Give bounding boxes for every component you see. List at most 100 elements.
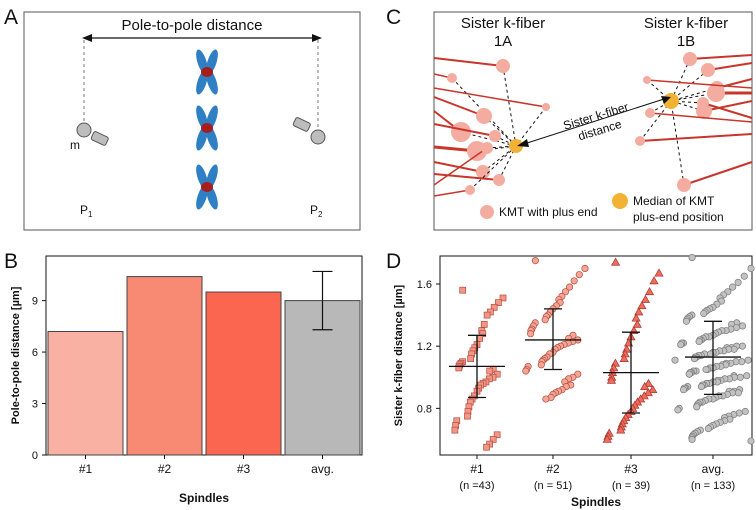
chart-b-xtick-label: avg. (311, 462, 334, 476)
kfiber-left-line (433, 57, 504, 67)
chart-b-ytick-label: 0 (32, 450, 38, 462)
point-1-35 (537, 361, 545, 369)
point-2-20 (643, 378, 654, 387)
bar-1 (126, 276, 203, 456)
chart-b-frame (45, 255, 363, 456)
panel-d-letter: D (386, 250, 401, 273)
point-3-4 (729, 283, 737, 291)
panel-a-letter: A (4, 6, 18, 29)
point-0-5 (483, 311, 491, 319)
point-3-35 (695, 337, 703, 346)
point-2-8 (632, 319, 642, 328)
panel-b-letter: B (4, 250, 18, 273)
kfiber-left-line (433, 147, 488, 186)
chart-d-xtick-sublabel: (n = 133) (691, 480, 735, 492)
chart-b-xtick-label: #3 (237, 462, 251, 476)
sister-distance-arrowhead-right (661, 96, 671, 104)
kmt-plus-end-left-7 (493, 174, 505, 186)
kmt-plus-end-right-8 (643, 76, 651, 84)
kfiber-left-line (433, 189, 471, 197)
point-2-4 (640, 294, 651, 303)
kmt-plus-end-left-10 (465, 185, 475, 195)
chart-d-xtick-label: avg. (702, 462, 725, 476)
point-1-19 (527, 330, 535, 338)
point-1-5 (561, 288, 569, 296)
point-3-95 (679, 386, 688, 394)
kfiber-right-line (689, 54, 753, 60)
point-3-79 (736, 373, 744, 381)
sister-1a-title-line2: 1A (494, 33, 512, 50)
panel-d: D 0.8 1.2 1.6 #1 (n =43) #2 (n = 51) #3 (n = 39)… (386, 250, 755, 509)
point-0-3 (490, 303, 498, 311)
point-2-21 (640, 381, 650, 390)
point-3-114 (674, 406, 682, 414)
point-2-0 (610, 257, 621, 266)
point-2-6 (634, 307, 644, 316)
chart-d-xtick-label: #1 (470, 462, 484, 476)
chart-b-xtick-label: #2 (158, 462, 172, 476)
kmt-plus-end-right-3 (707, 84, 725, 102)
pole-distance-title: Pole-to-pole distance (122, 17, 263, 34)
kmt-plus-end-left-9 (542, 103, 550, 111)
plusend-link-left (482, 145, 517, 173)
point-1-0 (531, 257, 539, 265)
point-3-1 (747, 264, 755, 272)
point-3-56 (690, 355, 698, 363)
point-3-38 (677, 341, 685, 349)
point-3-58 (744, 356, 752, 364)
point-0-0 (459, 286, 467, 294)
sister-1a-title-line1: Sister k-fiber (461, 15, 545, 32)
kfiber-left-line (433, 96, 485, 117)
kfiber-right-line (639, 133, 753, 142)
point-3-22 (739, 322, 747, 330)
point-2-19 (606, 375, 617, 384)
centrosome-p2 (292, 117, 326, 145)
chart-b-xtick-label: #1 (79, 462, 93, 476)
kmt-plus-end-left-6 (476, 165, 490, 179)
kfiber-right-line (646, 79, 753, 89)
kfiber-diagram (433, 52, 753, 197)
kmt-plus-end-right-7 (677, 178, 691, 192)
kfiber-right-line (702, 102, 753, 119)
point-2-5 (637, 301, 647, 310)
point-2-38 (602, 434, 612, 443)
point-2-1 (654, 268, 664, 277)
chart-b-xlabel: Spindles (179, 491, 229, 505)
point-2-35 (616, 425, 626, 434)
kfiber-left-line (433, 173, 500, 181)
kmt-plus-end-left-8 (481, 142, 493, 154)
median-1a (509, 139, 523, 153)
sister-distance-arrowhead-left (517, 139, 529, 147)
kfiber-left-line (433, 87, 547, 108)
point-3-14 (700, 309, 708, 318)
point-2-3 (644, 287, 655, 296)
pole-distance-arrowhead-right (312, 34, 322, 42)
chart-d-xtick-sublabel: (n =43) (459, 480, 494, 492)
chart-d-frame (439, 255, 753, 456)
kfiber-right-line (703, 100, 753, 112)
chart-d-ytick-label: 0.8 (417, 403, 432, 415)
legend-kmt-label: KMT with plus end (499, 205, 598, 219)
kmt-plus-end-right-9 (645, 108, 655, 118)
chart-d-xtick-label: #3 (624, 462, 638, 476)
point-0-19 (455, 364, 463, 372)
point-2-23 (643, 388, 653, 397)
chart-d-xtick-sublabel: (n = 51) (534, 480, 572, 492)
point-0-42 (483, 443, 490, 451)
bar-0 (47, 330, 124, 456)
chart-b-ylabel: Pole-to-pole distance [µm] (10, 286, 22, 424)
sister-1b-title-line2: 1B (677, 33, 695, 50)
point-3-78 (743, 372, 751, 380)
chromosome-2 (196, 105, 218, 151)
point-3-99 (734, 389, 742, 397)
chart-d-ytick-label: 1.2 (417, 341, 432, 353)
pole-distance-arrowhead-left (82, 34, 92, 42)
chart-d-xtick-label: #2 (546, 462, 560, 476)
point-3-70 (702, 365, 710, 374)
point-3-2 (740, 272, 748, 280)
point-0-35 (464, 412, 471, 420)
point-3-57 (671, 356, 679, 364)
label-p2: P2 (310, 203, 323, 219)
point-3-76 (685, 370, 693, 378)
chart-d-ylabel: Sister k-fiber distance [µm] (393, 284, 405, 426)
